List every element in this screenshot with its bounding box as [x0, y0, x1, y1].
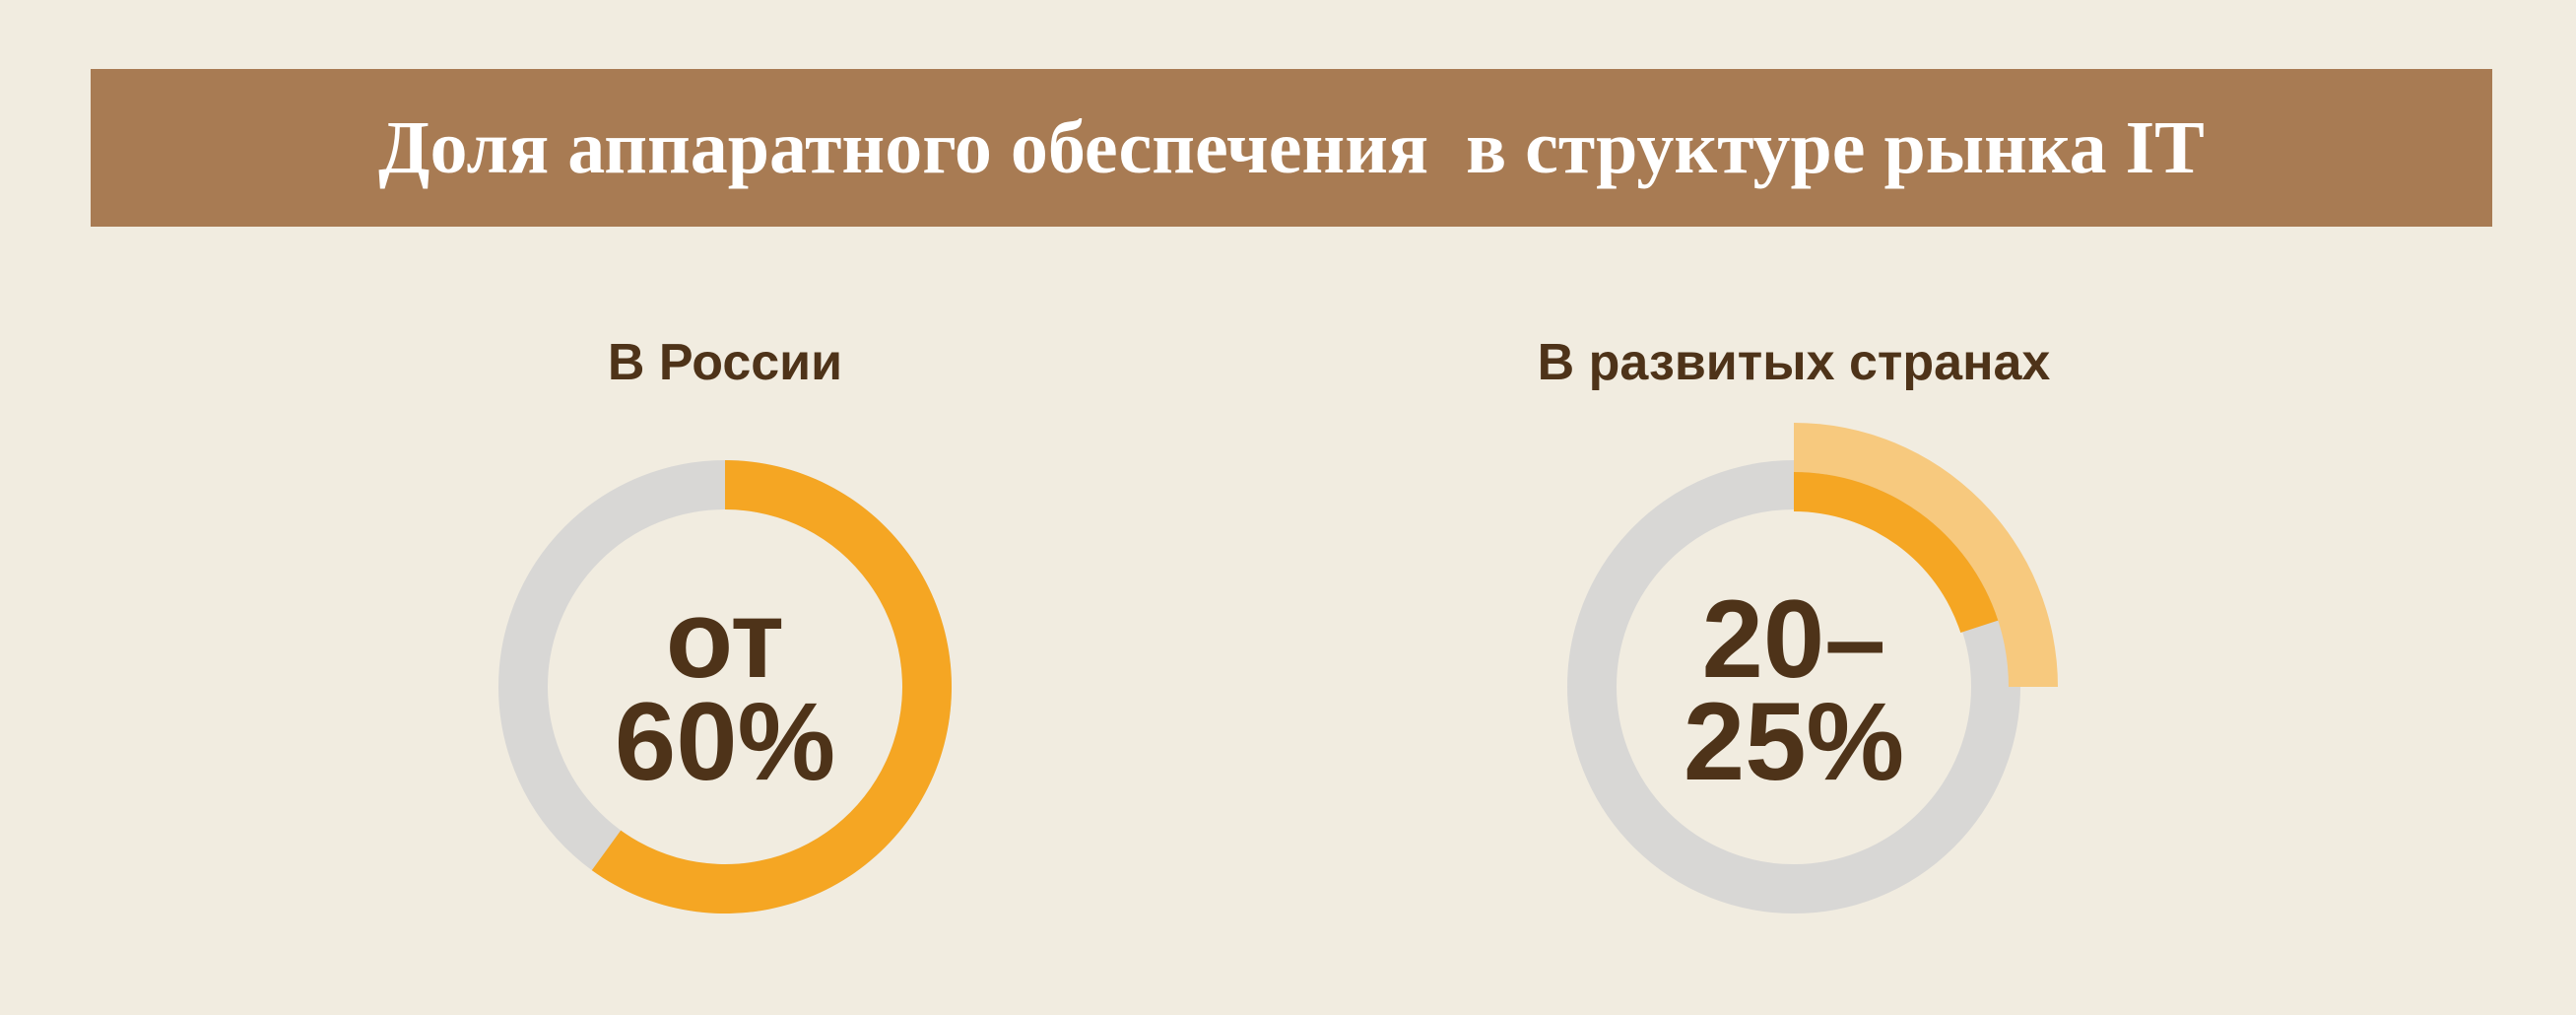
header-bar: Доля аппаратного обеспечения в структуре… [91, 69, 2492, 227]
value-label: 20– [1701, 577, 1886, 701]
center-label: от 60% [577, 577, 873, 803]
center-label: 20– 25% [1646, 577, 1942, 803]
value-label: 25% [1683, 680, 1905, 803]
value-label: от 60% [614, 577, 836, 803]
chart-subtitle: В России [608, 334, 842, 391]
donut-arc [1794, 423, 2058, 687]
donut-arc [1794, 472, 1999, 633]
donut-arc [591, 460, 952, 914]
chart-subtitle: В развитых странах [1538, 334, 2051, 391]
page-title: Доля аппаратного обеспечения в структуре… [378, 106, 2205, 189]
